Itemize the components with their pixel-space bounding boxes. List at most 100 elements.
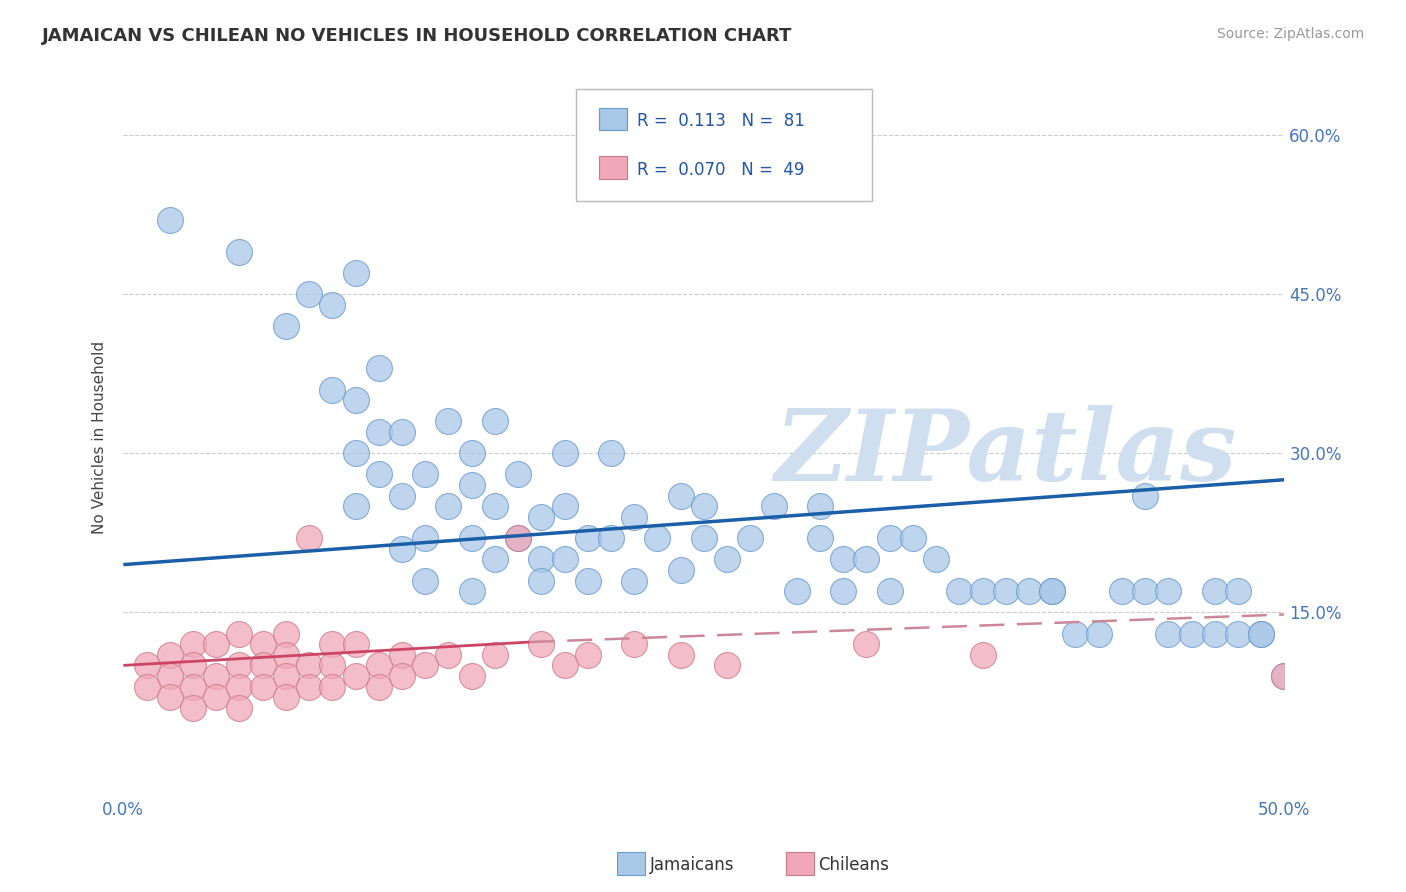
- Point: [367, 680, 389, 694]
- Point: [623, 637, 645, 651]
- Point: [274, 690, 297, 705]
- Text: R =  0.113   N =  81: R = 0.113 N = 81: [637, 112, 804, 130]
- Point: [391, 489, 413, 503]
- Point: [554, 500, 576, 514]
- Point: [808, 500, 831, 514]
- Point: [1274, 669, 1296, 683]
- Point: [1157, 626, 1180, 640]
- Point: [205, 690, 228, 705]
- Point: [669, 648, 692, 662]
- Point: [1133, 584, 1156, 599]
- Text: Chileans: Chileans: [818, 856, 889, 874]
- Point: [228, 626, 250, 640]
- Point: [762, 500, 785, 514]
- Point: [274, 648, 297, 662]
- Point: [413, 467, 436, 482]
- Point: [321, 680, 343, 694]
- Y-axis label: No Vehicles in Household: No Vehicles in Household: [93, 341, 107, 533]
- Point: [391, 425, 413, 439]
- Point: [530, 552, 553, 566]
- Point: [576, 531, 599, 545]
- Text: ZIPatlas: ZIPatlas: [775, 405, 1237, 501]
- Point: [228, 680, 250, 694]
- Point: [367, 361, 389, 376]
- Point: [600, 531, 623, 545]
- Point: [669, 489, 692, 503]
- Point: [693, 531, 716, 545]
- Point: [252, 680, 274, 694]
- Point: [1040, 584, 1063, 599]
- Point: [623, 574, 645, 588]
- Point: [855, 552, 877, 566]
- Point: [948, 584, 970, 599]
- Point: [972, 648, 994, 662]
- Point: [413, 658, 436, 673]
- Point: [506, 531, 529, 545]
- Point: [1180, 626, 1202, 640]
- Point: [159, 648, 181, 662]
- Point: [554, 552, 576, 566]
- Point: [484, 414, 506, 428]
- Point: [716, 658, 738, 673]
- Point: [321, 383, 343, 397]
- Point: [484, 500, 506, 514]
- Point: [159, 212, 181, 227]
- Point: [1087, 626, 1109, 640]
- Point: [298, 531, 321, 545]
- Point: [1227, 584, 1250, 599]
- Point: [647, 531, 669, 545]
- Point: [159, 669, 181, 683]
- Point: [437, 414, 460, 428]
- Point: [879, 531, 901, 545]
- Point: [181, 658, 204, 673]
- Text: Source: ZipAtlas.com: Source: ZipAtlas.com: [1216, 27, 1364, 41]
- Point: [901, 531, 924, 545]
- Point: [344, 446, 367, 460]
- Point: [460, 669, 482, 683]
- Point: [994, 584, 1017, 599]
- Point: [693, 500, 716, 514]
- Point: [576, 648, 599, 662]
- Point: [391, 648, 413, 662]
- Point: [135, 680, 157, 694]
- Point: [832, 552, 855, 566]
- Point: [972, 584, 994, 599]
- Point: [506, 531, 529, 545]
- Point: [181, 680, 204, 694]
- Point: [576, 574, 599, 588]
- Point: [1227, 626, 1250, 640]
- Point: [484, 552, 506, 566]
- Point: [413, 531, 436, 545]
- Point: [530, 574, 553, 588]
- Point: [321, 658, 343, 673]
- Point: [391, 669, 413, 683]
- Point: [181, 701, 204, 715]
- Point: [740, 531, 762, 545]
- Point: [367, 467, 389, 482]
- Point: [274, 626, 297, 640]
- Point: [506, 467, 529, 482]
- Point: [1040, 584, 1063, 599]
- Point: [367, 425, 389, 439]
- Point: [1064, 626, 1087, 640]
- Point: [228, 244, 250, 259]
- Point: [344, 669, 367, 683]
- Point: [228, 658, 250, 673]
- Point: [252, 658, 274, 673]
- Point: [808, 531, 831, 545]
- Text: R =  0.070   N =  49: R = 0.070 N = 49: [637, 161, 804, 178]
- Point: [1204, 626, 1226, 640]
- Point: [274, 318, 297, 333]
- Point: [530, 509, 553, 524]
- Point: [228, 701, 250, 715]
- Point: [554, 446, 576, 460]
- Point: [205, 637, 228, 651]
- Point: [484, 648, 506, 662]
- Point: [530, 637, 553, 651]
- Point: [344, 266, 367, 280]
- Point: [135, 658, 157, 673]
- Point: [437, 648, 460, 662]
- Point: [344, 637, 367, 651]
- Point: [205, 669, 228, 683]
- Point: [1250, 626, 1272, 640]
